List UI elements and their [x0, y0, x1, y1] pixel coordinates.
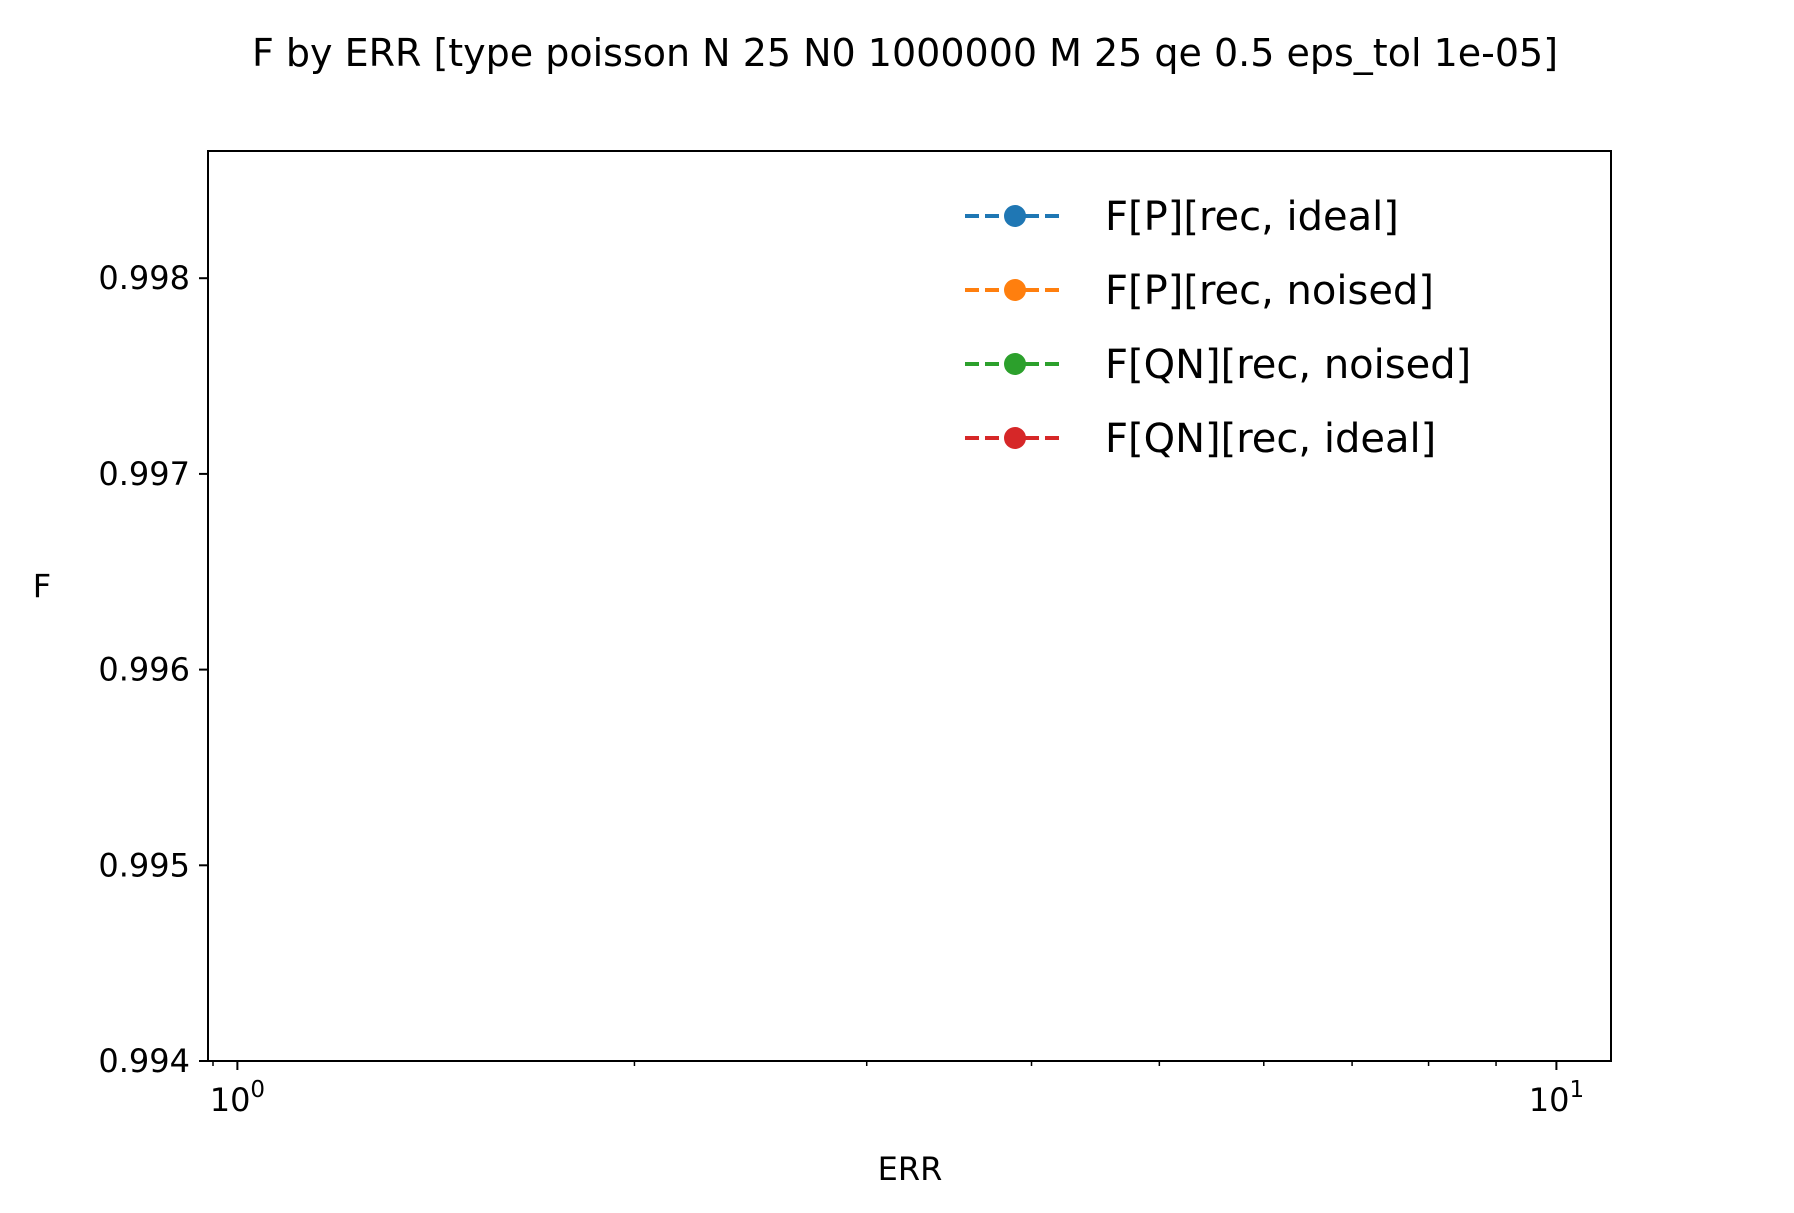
- y-tick-label: 0.996: [98, 651, 190, 689]
- x-axis-label: ERR: [878, 1150, 943, 1188]
- legend-label: F[QN][rec, ideal]: [1105, 416, 1436, 462]
- y-tick-label: 0.998: [98, 259, 190, 297]
- y-tick-label: 0.997: [98, 455, 190, 493]
- x-tick-label: 101: [1529, 1077, 1584, 1119]
- y-axis: 0.994 0.995 0.996 0.997 0.998: [98, 259, 208, 1080]
- y-tick-label: 0.995: [98, 846, 190, 884]
- legend-marker: [1004, 427, 1026, 449]
- x-tick-label: 100: [210, 1077, 265, 1119]
- y-axis-label: F: [33, 567, 51, 605]
- x-axis: 100 101: [210, 1061, 1584, 1119]
- y-tick-label: 0.994: [98, 1042, 190, 1080]
- legend: F[P][rec, ideal] F[P][rec, noised] F[QN][r…: [965, 194, 1471, 462]
- plot-area: [207, 150, 1612, 1062]
- legend-label: F[QN][rec, noised]: [1105, 342, 1471, 388]
- legend-marker: [1004, 279, 1026, 301]
- legend-label: F[P][rec, ideal]: [1105, 194, 1399, 240]
- legend-marker: [1004, 205, 1026, 227]
- legend-marker: [1004, 353, 1026, 375]
- legend-label: F[P][rec, noised]: [1105, 268, 1434, 314]
- chart-title: F by ERR [type poisson N 25 N0 1000000 M…: [252, 31, 1558, 75]
